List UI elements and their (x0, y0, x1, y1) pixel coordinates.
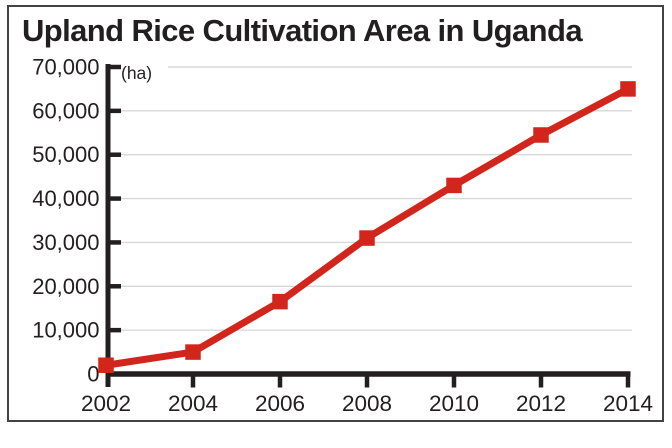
y-tick-label: 70,000 (32, 55, 99, 80)
data-line (105, 85, 630, 369)
y-tick-label: 20,000 (32, 274, 99, 299)
x-tick-label: 2010 (429, 391, 479, 416)
unit-label-backdrop (110, 60, 168, 78)
data-point-marker (446, 177, 462, 194)
data-point-marker (185, 344, 201, 360)
x-tick-label: 2002 (81, 391, 131, 416)
x-tick-label: 2004 (168, 391, 218, 416)
y-tick-label: 10,000 (32, 318, 99, 343)
x-tick-label: 2008 (342, 391, 392, 416)
y-tick-label: 60,000 (32, 98, 99, 123)
y-tick-label: 0 (87, 362, 99, 387)
x-tick-label: 2014 (603, 391, 653, 416)
y-tick-label: 30,000 (32, 230, 99, 255)
data-point-marker (620, 81, 636, 97)
x-tick-label: 2012 (516, 391, 566, 416)
chart-title: Upland Rice Cultivation Area in Uganda (22, 13, 583, 48)
x-tick-label: 2006 (255, 391, 305, 416)
y-tick-label: 40,000 (32, 186, 99, 211)
y-tick-label: 50,000 (32, 142, 99, 167)
data-point-marker (533, 127, 549, 143)
data-point-marker (98, 357, 114, 373)
y-axis-unit-label: (ha) (121, 63, 152, 83)
data-point-marker (359, 230, 375, 246)
data-point-marker (272, 293, 288, 310)
